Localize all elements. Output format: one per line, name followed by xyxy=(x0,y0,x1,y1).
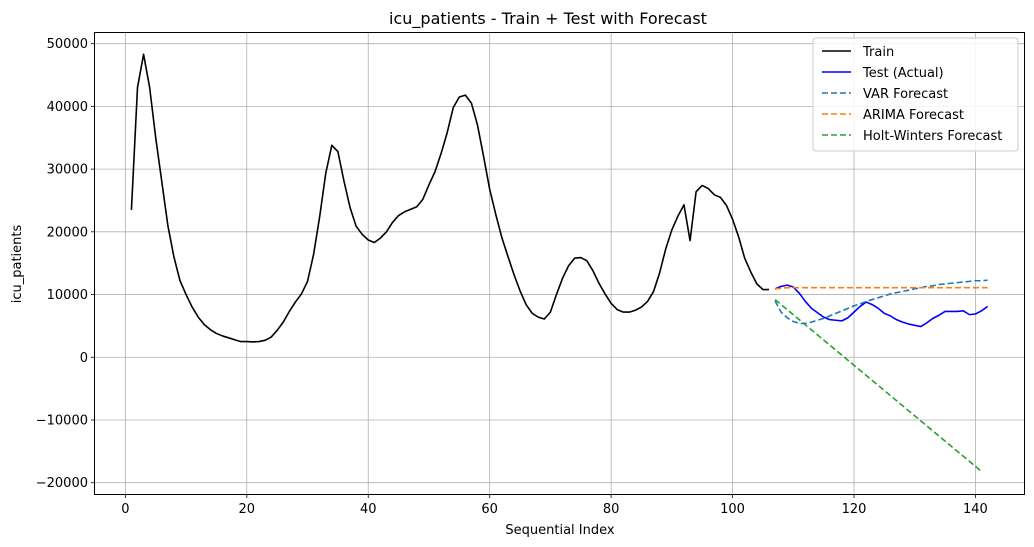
y-tick-label: −10000 xyxy=(36,413,88,428)
series-line-arima-forecast xyxy=(774,286,988,290)
x-tick-label: 120 xyxy=(842,502,867,517)
y-tick-label: 0 xyxy=(80,351,88,366)
legend-label: Test (Actual) xyxy=(862,66,944,81)
x-axis-title: Sequential Index xyxy=(505,523,614,538)
x-tick-label: 60 xyxy=(481,502,498,517)
plot-frame xyxy=(94,32,1025,495)
x-tick-label: 80 xyxy=(603,502,620,517)
y-tick-label: 20000 xyxy=(47,225,88,240)
series-line-var-forecast xyxy=(774,279,988,325)
x-tick-label: 20 xyxy=(239,502,256,517)
series-line-train xyxy=(130,53,769,343)
y-tick-label: −20000 xyxy=(36,476,88,491)
legend-label: ARIMA Forecast xyxy=(863,108,964,123)
series-line-test-actual xyxy=(774,284,989,328)
y-tick-label: 40000 xyxy=(47,100,88,115)
y-tick-label: 10000 xyxy=(47,288,88,303)
y-tick-label: 50000 xyxy=(47,37,88,52)
legend-label: VAR Forecast xyxy=(863,87,948,102)
legend: Train Test (Actual) VAR Forecast ARIMA Fore… xyxy=(812,37,1019,152)
legend-box xyxy=(812,37,1019,152)
y-tick-label: 30000 xyxy=(47,163,88,178)
series-line-holt-winters-forecast xyxy=(774,298,983,473)
x-tick-label: 140 xyxy=(963,502,988,517)
grid xyxy=(95,33,1024,494)
x-tick-label: 40 xyxy=(360,502,377,517)
x-tick-label: 100 xyxy=(720,502,745,517)
x-tick-label: 0 xyxy=(121,502,129,517)
y-axis-title: icu_patients xyxy=(10,225,25,304)
axis-ticks: 0 20 40 60 80 100 120 140 −20000 −10000 0 10000 2000… xyxy=(36,37,988,517)
legend-label: Train xyxy=(862,45,894,60)
legend-label: Holt-Winters Forecast xyxy=(863,129,1002,144)
series-lines xyxy=(130,53,989,473)
chart-title: icu_patients - Train + Test with Forecas… xyxy=(389,9,707,29)
